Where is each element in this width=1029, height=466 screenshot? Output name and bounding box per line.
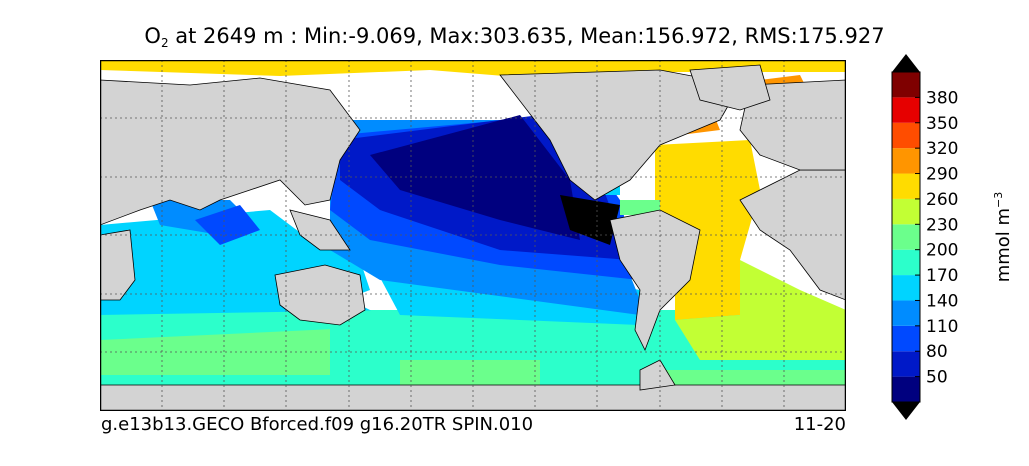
land-antarctica <box>100 384 846 411</box>
land-southeast-asia <box>289 209 351 251</box>
colorbar-tick-label: 230 <box>926 215 958 235</box>
title-variable: O <box>144 24 161 48</box>
title-stats: at 2649 m : Min:-9.069, Max:303.635, Mea… <box>168 24 885 48</box>
colorbar-bin <box>892 249 920 276</box>
colorbar: 50 80 110 140 170 200 230 260 290 320 350 380 <box>891 54 958 420</box>
map-title: O2 at 2649 m : Min:-9.069, Max:303.635, … <box>0 24 1029 50</box>
colorbar-tick-label: 110 <box>926 317 958 337</box>
colorbar-tick-label: 80 <box>926 342 948 362</box>
land-greenland <box>689 64 771 111</box>
colorbar-bin <box>892 275 920 301</box>
case-name: g.e13b13.GECO Bforced.f09 g16.20TR SPIN.… <box>101 414 534 435</box>
map-frame <box>100 60 846 411</box>
colorbar-bin <box>892 300 920 326</box>
colorbar-label: mmol m−3 <box>992 182 1014 292</box>
colorbar-bin <box>892 376 920 402</box>
colorbar-bin <box>892 148 920 174</box>
colorbar-tick-label: 380 <box>926 88 958 108</box>
colorbar-tick-label: 140 <box>926 291 958 311</box>
land-africa-east <box>100 229 136 301</box>
colorbar-label-units: mmol m <box>993 207 1014 283</box>
colorbar-bin <box>892 325 920 352</box>
land-australia <box>274 264 366 326</box>
colorbar-bin <box>892 72 920 98</box>
ocean-map <box>100 60 846 411</box>
colorbar-top-extend <box>892 54 920 72</box>
land-europe <box>739 79 846 171</box>
colorbar-tick-label: 320 <box>926 139 958 159</box>
colorbar-label-exponent: −3 <box>992 191 1005 208</box>
colorbar-bin <box>892 224 920 250</box>
title-variable-subscript: 2 <box>160 36 169 50</box>
pacific-30 <box>370 115 580 240</box>
atlantic-230-east <box>675 260 846 360</box>
pacific-anoxic <box>560 195 620 245</box>
colorbar-tick-label: 170 <box>926 266 958 286</box>
colorbar-frame <box>891 71 921 403</box>
colorbar-bin <box>892 173 920 199</box>
colorbar-bin <box>892 97 920 123</box>
land-antarctic-peninsula <box>639 359 676 391</box>
caribbean-200 <box>620 200 660 215</box>
colorbar-tick-label: 50 <box>926 368 948 388</box>
graticule <box>100 60 846 411</box>
date-range: 11-20 <box>793 414 846 435</box>
colorbar-bottom-extend <box>892 402 920 420</box>
colorbar-tick-label: 290 <box>926 165 958 185</box>
land-eurasia <box>100 77 361 226</box>
colorbar-tick-label: 350 <box>926 114 958 134</box>
colorbar-bin <box>892 122 920 149</box>
colorbar-bin <box>892 351 920 377</box>
colorbar-tick-label: 200 <box>926 241 958 261</box>
colorbar-bin <box>892 198 920 225</box>
colorbar-tick-label: 260 <box>926 190 958 210</box>
land-south-america <box>609 209 701 351</box>
